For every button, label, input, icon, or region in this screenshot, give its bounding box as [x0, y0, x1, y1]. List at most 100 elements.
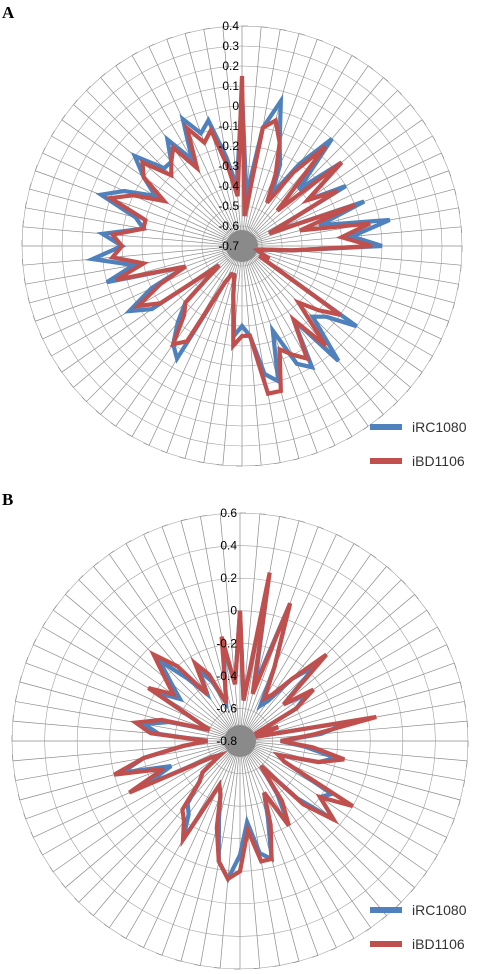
radar-spoke-tick	[410, 104, 415, 110]
radar-spoke	[93, 740, 241, 916]
radar-spoke	[73, 104, 243, 247]
radar-spoke-tick	[410, 887, 415, 893]
radar-spoke-tick	[42, 621, 46, 628]
legend-label-irc1080: iRC1080	[412, 902, 467, 918]
radar-spoke-tick	[280, 28, 287, 31]
radar-spoke	[239, 534, 337, 742]
radar-spoke	[115, 65, 243, 247]
radar-spoke-tick	[464, 701, 466, 708]
radial-tick-label: -0.4	[218, 179, 239, 193]
radar-spoke	[241, 245, 300, 459]
radar-spoke	[241, 245, 442, 340]
radar-spoke	[108, 740, 241, 928]
radar-spoke	[161, 740, 241, 956]
radar-spoke-tick	[39, 849, 43, 856]
radar-spoke	[241, 245, 262, 466]
radar-spoke-tick	[381, 915, 387, 920]
radar-spoke-tick	[109, 550, 115, 555]
radar-spoke-tick	[365, 927, 371, 932]
radar-spoke-tick	[197, 461, 204, 464]
radar-spoke-tick	[443, 837, 447, 843]
panel-label-a: A	[2, 3, 15, 22]
radar-spoke	[131, 55, 243, 247]
radar-spoke-tick	[293, 960, 300, 964]
legend: iRC1080 iBD1106	[370, 902, 467, 952]
radar-spoke-tick	[367, 65, 374, 70]
panel-label-b: B	[2, 490, 14, 509]
radar-spoke-tick	[353, 543, 360, 547]
radar-spoke-tick	[432, 135, 436, 142]
radar-spoke	[25, 207, 243, 247]
radar-spoke-tick	[203, 27, 210, 30]
radar-spoke-tick	[459, 681, 463, 688]
radar-spoke-tick	[293, 458, 300, 461]
legend-label-ibd1106: iBD1106	[412, 453, 465, 469]
radar-spoke-tick	[15, 695, 17, 702]
radar-spoke	[239, 566, 387, 742]
radar-spoke	[239, 594, 415, 742]
radial-tick-label: 0.4	[220, 539, 237, 553]
radar-spoke-tick	[194, 964, 201, 966]
radar-chart-b: 0.6 0.4 0.2 0 -0.2 -0.4 -0.6 -0.8 iRC1080 iBD1106	[11, 506, 469, 970]
radar-spoke-tick	[61, 114, 66, 121]
radar-spoke-tick	[446, 321, 450, 328]
series-irc1080-line	[85, 91, 391, 385]
radar-spoke-tick	[42, 147, 46, 154]
radar-spoke	[239, 740, 355, 939]
radar-spoke	[42, 245, 243, 340]
radar-spoke	[219, 513, 241, 742]
radar-spoke-tick	[220, 512, 227, 515]
radar-spoke	[42, 626, 241, 742]
radar-spoke-tick	[453, 662, 457, 669]
radar-chart-a: 0.4 0.3 0.2 0.1 0 -0.1 -0.2 -0.3 -0.4 -0.5 -0.6 -0.…	[21, 19, 467, 469]
radar-spoke-tick	[81, 397, 87, 402]
radar-spoke-tick	[52, 605, 57, 611]
radar-spoke	[241, 188, 455, 247]
radar-spoke	[100, 245, 243, 415]
radar-spoke-tick	[446, 644, 450, 651]
radar-spoke-tick	[273, 965, 280, 967]
radar-ring	[201, 205, 283, 287]
radar-spoke-tick	[110, 422, 117, 427]
radial-tick-label: -0.2	[218, 139, 239, 153]
radar-spoke-tick	[33, 639, 37, 645]
radar-spoke-tick	[30, 831, 34, 838]
radial-tick-label: -0.6	[216, 701, 237, 715]
radar-spoke-tick	[214, 967, 221, 969]
radar-spoke-tick	[312, 954, 319, 958]
radial-tick-label: -0.3	[218, 159, 239, 173]
radar-spoke	[241, 245, 353, 437]
radar-spoke	[241, 33, 300, 247]
radar-spoke-tick	[348, 938, 355, 942]
radar-spoke	[219, 740, 241, 969]
radar-spoke	[239, 740, 402, 903]
radar-spoke-tick	[396, 901, 402, 907]
radar-spoke-tick	[454, 188, 457, 195]
radar-spoke-tick	[11, 754, 14, 761]
radar-spoke-tick	[255, 464, 262, 467]
radar-center	[226, 230, 258, 262]
radar-spoke	[22, 245, 243, 266]
radar-spoke	[15, 701, 241, 742]
radar-spoke-tick	[351, 55, 358, 59]
radar-spoke	[239, 554, 372, 742]
radar-spoke	[53, 740, 241, 873]
radar-spoke-tick	[386, 566, 392, 571]
radar-spoke-tick	[329, 445, 336, 449]
radar-spoke	[241, 245, 459, 285]
radar-spoke-tick	[29, 183, 32, 190]
legend: iRC1080 iBD1106	[370, 419, 467, 469]
radar-spoke	[239, 740, 461, 801]
radial-tick-label: -0.1	[218, 119, 239, 133]
radar-spoke-tick	[65, 589, 70, 595]
radar-spoke-tick	[222, 25, 229, 28]
panel-b: B 0.6 0.4 0.2 0 -0.2 -0.4 -0.6 -0.8 iRC1080 iBD11…	[0, 487, 500, 974]
radar-spoke-tick	[61, 882, 66, 888]
radar-spoke	[241, 90, 398, 247]
radar-spoke-tick	[143, 531, 150, 535]
radar-spoke-tick	[451, 818, 455, 825]
radar-spoke-tick	[429, 355, 433, 362]
radar-spoke	[239, 740, 455, 820]
radar-spoke-tick	[421, 119, 426, 125]
radar-spoke-tick	[74, 897, 80, 903]
